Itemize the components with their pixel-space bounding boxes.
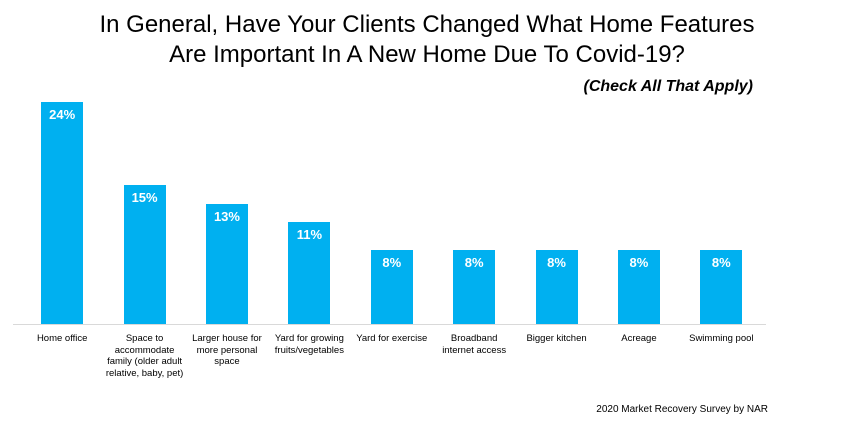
bar-value-label: 11%	[296, 227, 323, 243]
category-labels: Home office Space to accommodate family (…	[21, 333, 763, 379]
category-label: Home office	[36, 333, 88, 344]
bar-group: 11%	[268, 102, 350, 324]
bar-8: 8%	[617, 250, 660, 324]
chart-subtitle: (Check All That Apply)	[583, 78, 754, 95]
category-label: Yard for exercise	[356, 333, 428, 344]
bar-value-label: 8%	[382, 255, 402, 270]
bar-9: 8%	[700, 250, 743, 324]
bar-1: 24%	[41, 102, 84, 324]
category-label: Yard for growing fruits/vegetables	[274, 333, 344, 356]
category-label: Bigger kitchen	[526, 333, 587, 344]
bar-group: 24%	[21, 102, 103, 324]
x-axis-line	[13, 324, 766, 325]
bar-value-label: 8%	[711, 255, 731, 270]
bar-group: 8%	[351, 102, 433, 324]
bar-value-label: 8%	[464, 255, 484, 270]
chart-title: In General, Have Your Clients Changed Wh…	[0, 10, 854, 70]
chart-title-line-2: Are Important In A New Home Due To Covid…	[169, 41, 685, 68]
bar-group: 8%	[680, 102, 762, 324]
bar-group: 8%	[515, 102, 597, 324]
category-label: Acreage	[621, 333, 657, 344]
bar-group: 15%	[103, 102, 185, 324]
bar-value-label: 13%	[213, 208, 240, 224]
category-label: Broadband internet access	[442, 333, 507, 356]
category-label: Swimming pool	[689, 333, 754, 344]
category-label: Larger house for more personal space	[192, 333, 262, 367]
bar-value-label: 15%	[131, 190, 158, 206]
bar-5: 8%	[370, 250, 413, 324]
plot-area: 24% 15% 13% 11% 8% 8% 8% 8% 8%	[21, 102, 763, 324]
category-label: Space to accommodate family (older adult…	[105, 333, 184, 379]
bar-2: 15%	[123, 185, 166, 324]
bar-value-label: 8%	[547, 255, 566, 270]
bar-6: 8%	[453, 250, 496, 324]
bar-value-label: 8%	[629, 255, 649, 270]
chart-title-line-1: In General, Have Your Clients Changed Wh…	[99, 11, 755, 38]
bar-group: 13%	[186, 102, 268, 324]
bar-4: 11%	[288, 222, 331, 324]
bar-3: 13%	[205, 203, 248, 324]
source-note: 2020 Market Recovery Survey by NAR	[596, 404, 768, 415]
bar-7: 8%	[535, 250, 578, 324]
bar-group: 8%	[598, 102, 680, 324]
bar-group: 8%	[433, 102, 515, 324]
bar-value-label: 24%	[49, 107, 76, 122]
